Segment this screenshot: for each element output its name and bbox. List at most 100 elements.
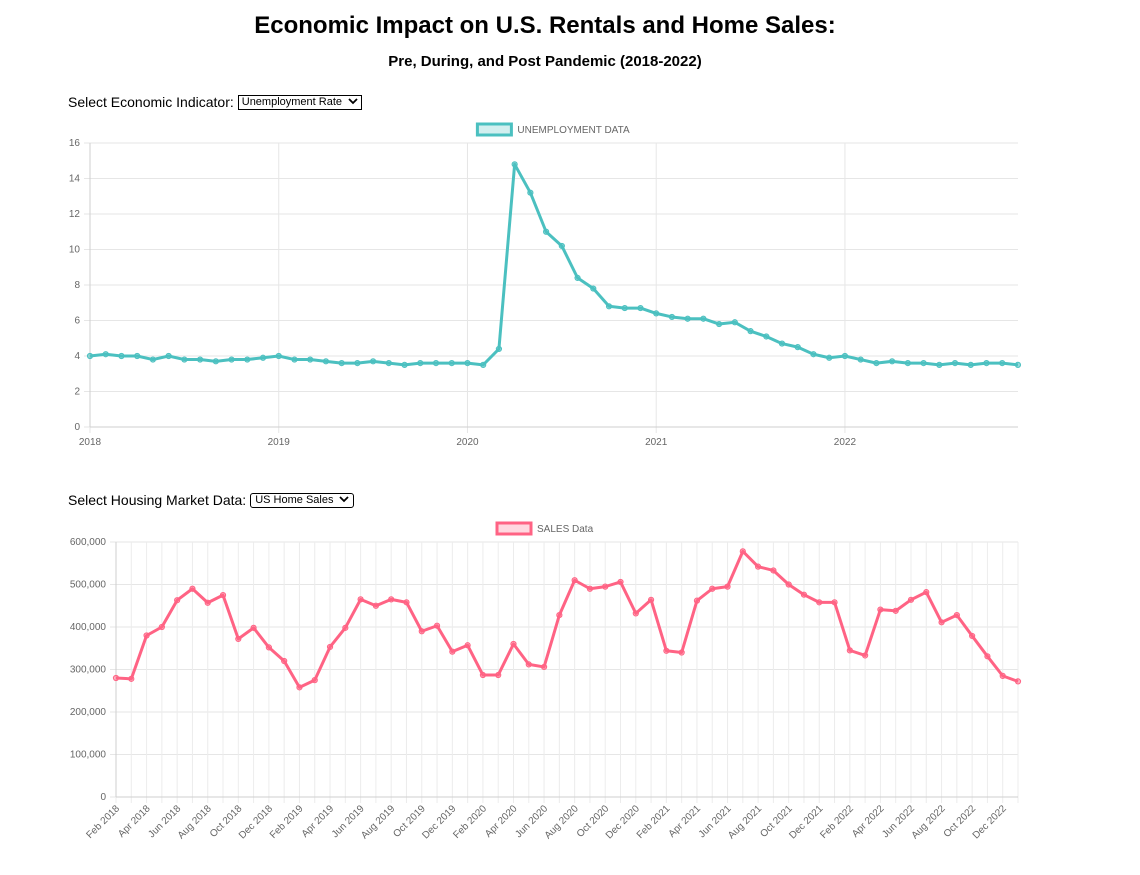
data-point bbox=[259, 354, 267, 361]
y-tick-label: 200,000 bbox=[70, 707, 107, 718]
economic-indicator-selected: Unemployment Rate bbox=[241, 95, 343, 108]
data-point bbox=[617, 578, 624, 586]
data-point bbox=[831, 599, 838, 606]
housing-market-label: Select Housing Market Data: bbox=[68, 492, 247, 508]
data-point bbox=[923, 589, 930, 596]
data-point bbox=[857, 356, 864, 363]
economic-indicator-control: Select Economic Indicator: Unemployment … bbox=[68, 94, 363, 110]
data-point bbox=[800, 591, 808, 598]
data-point bbox=[174, 597, 181, 604]
data-point bbox=[586, 585, 594, 592]
data-point bbox=[338, 360, 345, 367]
data-point bbox=[181, 356, 188, 363]
x-tick-label: Aug 2022 bbox=[910, 803, 948, 841]
data-point bbox=[590, 285, 597, 292]
chevron-down-icon bbox=[339, 494, 350, 507]
data-point bbox=[196, 356, 204, 363]
y-tick-label: 500,000 bbox=[70, 580, 107, 591]
data-point bbox=[433, 622, 441, 629]
data-point bbox=[826, 354, 833, 361]
data-point bbox=[574, 274, 581, 281]
data-point bbox=[112, 674, 120, 682]
data-point bbox=[296, 684, 303, 691]
data-point bbox=[495, 345, 503, 352]
page-title: Economic Impact on U.S. Rentals and Home… bbox=[254, 12, 836, 39]
data-point bbox=[967, 361, 974, 368]
x-tick-label: Feb 2019 bbox=[268, 803, 306, 841]
data-point bbox=[709, 585, 716, 592]
data-point bbox=[668, 313, 676, 321]
data-point bbox=[637, 304, 644, 312]
data-point bbox=[684, 315, 691, 322]
x-tick-label: 2022 bbox=[834, 437, 857, 445]
data-point bbox=[543, 228, 550, 235]
data-point bbox=[403, 599, 410, 606]
data-point bbox=[388, 596, 395, 603]
x-tick-label: Dec 2022 bbox=[971, 803, 1009, 841]
data-point bbox=[731, 319, 738, 326]
data-point bbox=[907, 596, 915, 603]
economic-indicator-label: Select Economic Indicator: bbox=[68, 94, 234, 110]
x-tick-label: Feb 2018 bbox=[84, 803, 122, 841]
page-subtitle: Pre, During, and Post Pandemic (2018-202… bbox=[388, 53, 702, 70]
data-point bbox=[464, 360, 471, 367]
data-point bbox=[417, 360, 424, 367]
data-point bbox=[291, 356, 298, 363]
data-point bbox=[418, 628, 425, 635]
data-point bbox=[953, 612, 960, 619]
data-point bbox=[877, 606, 884, 613]
data-point bbox=[816, 599, 823, 606]
data-point bbox=[936, 361, 943, 368]
data-point bbox=[983, 360, 990, 367]
data-point bbox=[558, 242, 565, 250]
x-tick-label: Aug 2021 bbox=[726, 803, 764, 841]
data-point bbox=[311, 677, 318, 684]
data-point bbox=[511, 161, 518, 168]
data-point bbox=[143, 632, 150, 639]
data-point bbox=[632, 610, 639, 617]
data-point bbox=[128, 675, 135, 682]
data-point bbox=[134, 352, 141, 360]
data-point bbox=[785, 581, 792, 588]
data-point bbox=[951, 360, 959, 367]
data-point bbox=[770, 567, 777, 574]
data-point bbox=[372, 602, 379, 609]
unemployment-chart: UNEMPLOYMENT DATA 0 2 4 6 8 10 12 14 16 2018 2019 20… bbox=[69, 122, 1022, 445]
data-point bbox=[118, 352, 125, 360]
legend-swatch bbox=[495, 521, 533, 536]
data-point bbox=[653, 310, 660, 317]
data-point bbox=[204, 599, 211, 606]
economic-indicator-select[interactable]: Unemployment Rate bbox=[237, 94, 363, 110]
housing-market-control: Select Housing Market Data: US Home Sale… bbox=[68, 492, 355, 508]
data-point bbox=[510, 640, 517, 648]
data-point bbox=[265, 644, 272, 651]
x-tick-label: Aug 2019 bbox=[359, 803, 397, 841]
data-point bbox=[724, 583, 731, 590]
x-tick-label: Aug 2018 bbox=[176, 803, 214, 841]
y-tick-label: 400,000 bbox=[70, 622, 107, 633]
housing-market-selected: US Home Sales bbox=[255, 493, 334, 506]
data-point bbox=[621, 304, 628, 312]
data-point bbox=[841, 352, 849, 360]
x-tick-label: Aug 2020 bbox=[543, 803, 581, 841]
housing-market-select[interactable]: US Home Sales bbox=[250, 492, 355, 508]
data-point bbox=[999, 672, 1006, 679]
data-point bbox=[369, 358, 377, 365]
sales-line bbox=[115, 549, 1019, 689]
data-point bbox=[464, 642, 471, 649]
data-point bbox=[663, 647, 670, 654]
data-point bbox=[322, 358, 330, 365]
y-tick-label: 12 bbox=[69, 209, 81, 220]
data-point bbox=[571, 577, 578, 584]
data-point bbox=[480, 361, 487, 368]
data-point bbox=[862, 652, 869, 659]
data-point bbox=[326, 643, 334, 651]
y-tick-label: 14 bbox=[69, 174, 81, 185]
data-point bbox=[810, 351, 817, 358]
data-point bbox=[938, 619, 945, 626]
data-point bbox=[602, 583, 609, 590]
data-point bbox=[158, 623, 165, 631]
x-tick-label: 2019 bbox=[268, 437, 291, 445]
data-point bbox=[275, 352, 282, 360]
data-point bbox=[693, 597, 701, 604]
